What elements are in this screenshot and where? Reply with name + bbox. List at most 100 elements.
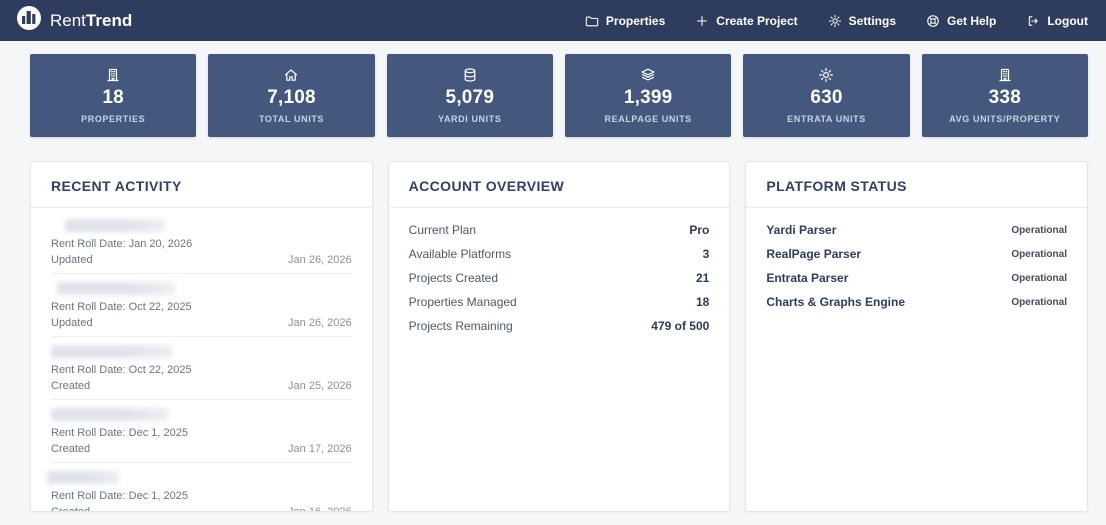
brand-name: RentTrend: [50, 10, 133, 30]
recent-activity-panel: RECENT ACTIVITY Rent Roll Date: Jan 20, …: [30, 161, 373, 512]
status-badge: Operational: [1011, 224, 1067, 236]
activity-item[interactable]: Rent Roll Date: Jan 20, 2026 Updated Jan…: [51, 211, 352, 274]
account-row-available-platforms: Available Platforms 3: [409, 242, 710, 266]
rent-roll-date: Rent Roll Date: Oct 22, 2025: [51, 301, 192, 313]
row-label: Projects Remaining: [408, 319, 513, 333]
stat-value: 630: [810, 87, 843, 108]
activity-date: Jan 26, 2026: [288, 317, 352, 329]
row-label: Current Plan: [408, 223, 477, 237]
activity-date: Jan 26, 2026: [288, 254, 352, 266]
panel-title: PLATFORM STATUS: [766, 178, 907, 194]
account-row-current-plan: Current Plan Pro: [409, 218, 710, 242]
building-icon: [997, 67, 1013, 83]
building-icon: [105, 67, 121, 83]
activity-list: Rent Roll Date: Jan 20, 2026 Updated Jan…: [31, 208, 372, 512]
stat-label: ENTRATA UNITS: [787, 114, 866, 124]
platform-name: Yardi Parser: [766, 223, 837, 237]
platform-row-realpage-parser: RealPage Parser Operational: [766, 242, 1067, 266]
activity-action: Created: [51, 443, 91, 455]
nav-item-label: Properties: [605, 13, 666, 28]
top-navbar: RentTrend Properties Create Project Sett…: [0, 0, 1106, 41]
platform-row-charts-graphs-engine: Charts & Graphs Engine Operational: [766, 290, 1067, 314]
activity-date: Jan 25, 2026: [288, 380, 352, 392]
nav-item-properties[interactable]: Properties: [585, 14, 665, 28]
activity-action: Updated: [51, 254, 93, 266]
panel-header: RECENT ACTIVITY: [31, 162, 372, 208]
brand-icon: [16, 5, 42, 36]
panel-title: ACCOUNT OVERVIEW: [408, 178, 565, 194]
nav-item-label: Get Help: [947, 13, 997, 28]
status-badge: Operational: [1011, 248, 1067, 260]
panel-title: RECENT ACTIVITY: [51, 178, 182, 194]
stat-card-avg-units: 338 AVG UNITS/PROPERTY: [921, 54, 1088, 137]
activity-item[interactable]: Rent Roll Date: Oct 22, 2025 Created Jan…: [51, 337, 352, 400]
panels-row: RECENT ACTIVITY Rent Roll Date: Jan 20, …: [30, 161, 1088, 512]
row-value: 18: [695, 295, 710, 309]
brand-logo[interactable]: RentTrend: [16, 5, 132, 36]
stat-value: 1,399: [623, 87, 673, 108]
stat-card-total-units: 7,108 TOTAL UNITS: [208, 54, 375, 137]
row-value: 3: [702, 247, 710, 261]
folder-icon: [585, 14, 599, 28]
activity-action: Created: [51, 380, 91, 392]
activity-date: Jan 16, 2026: [288, 506, 352, 512]
stat-value: 5,079: [445, 87, 495, 108]
redacted-property-name: [51, 345, 173, 358]
gear-icon: [828, 14, 842, 28]
stat-label: REALPAGE UNITS: [604, 114, 692, 124]
stats-row: 18 PROPERTIES 7,108 TOTAL UNITS 5,079 YA…: [30, 54, 1088, 137]
platform-name: RealPage Parser: [766, 247, 862, 261]
nav-item-create-project[interactable]: Create Project: [695, 13, 798, 28]
stat-card-realpage-units: 1,399 REALPAGE UNITS: [564, 54, 732, 137]
platform-name: Charts & Graphs Engine: [766, 295, 906, 309]
gear-icon: [818, 67, 834, 83]
rent-roll-date: Rent Roll Date: Dec 1, 2025: [51, 490, 188, 502]
nav-item-get-help[interactable]: Get Help: [926, 14, 996, 28]
activity-item[interactable]: Rent Roll Date: Dec 1, 2025 Created Jan …: [47, 463, 352, 512]
rent-roll-date: Rent Roll Date: Jan 20, 2026: [51, 238, 193, 250]
stat-label: TOTAL UNITS: [258, 114, 325, 124]
platform-name: Entrata Parser: [766, 271, 849, 285]
row-value: Pro: [689, 223, 710, 237]
nav-item-settings[interactable]: Settings: [828, 14, 896, 28]
panel-header: ACCOUNT OVERVIEW: [388, 162, 730, 208]
plus-icon: [695, 14, 709, 28]
activity-item[interactable]: Rent Roll Date: Dec 1, 2025 Created Jan …: [51, 400, 352, 463]
nav-item-label: Logout: [1047, 13, 1088, 28]
platform-status-panel: PLATFORM STATUS Yardi Parser Operational…: [745, 161, 1088, 512]
nav-item-label: Settings: [848, 13, 896, 28]
stat-label: PROPERTIES: [81, 114, 146, 124]
rent-roll-date: Rent Roll Date: Dec 1, 2025: [51, 427, 188, 439]
nav-menu: Properties Create Project Settings Get H…: [585, 14, 1088, 28]
status-badge: Operational: [1011, 272, 1067, 284]
stat-card-properties: 18 PROPERTIES: [30, 54, 197, 137]
activity-item[interactable]: Rent Roll Date: Oct 22, 2025 Updated Jan…: [51, 274, 352, 337]
row-label: Available Platforms: [408, 247, 512, 261]
platform-row-entrata-parser: Entrata Parser Operational: [766, 266, 1067, 290]
layers-icon: [640, 67, 656, 83]
nav-item-logout[interactable]: Logout: [1026, 14, 1088, 28]
platform-status-list: Yardi Parser Operational RealPage Parser…: [746, 208, 1087, 324]
redacted-property-name: [51, 408, 169, 421]
stat-value: 7,108: [267, 87, 316, 108]
activity-action: Updated: [51, 317, 93, 329]
stat-value: 18: [102, 87, 124, 108]
account-row-projects-remaining: Projects Remaining 479 of 500: [409, 314, 710, 338]
account-row-properties-managed: Properties Managed 18: [409, 290, 710, 314]
row-value: 479 of 500: [651, 319, 710, 333]
stat-card-yardi-units: 5,079 YARDI UNITS: [386, 54, 553, 137]
redacted-property-name: [57, 282, 175, 295]
row-value: 21: [695, 271, 710, 285]
stat-label: AVG UNITS/PROPERTY: [949, 114, 1061, 124]
stat-label: YARDI UNITS: [438, 114, 502, 124]
home-icon: [283, 67, 299, 83]
life-buoy-icon: [926, 14, 940, 28]
activity-action: Created: [51, 506, 91, 512]
account-row-projects-created: Projects Created 21: [409, 266, 710, 290]
logout-icon: [1026, 14, 1040, 28]
row-label: Properties Managed: [408, 295, 517, 309]
stat-value: 338: [988, 87, 1021, 108]
account-overview-panel: ACCOUNT OVERVIEW Current Plan Pro Availa…: [387, 161, 731, 512]
nav-item-label: Create Project: [716, 13, 798, 28]
database-icon: [462, 67, 478, 83]
